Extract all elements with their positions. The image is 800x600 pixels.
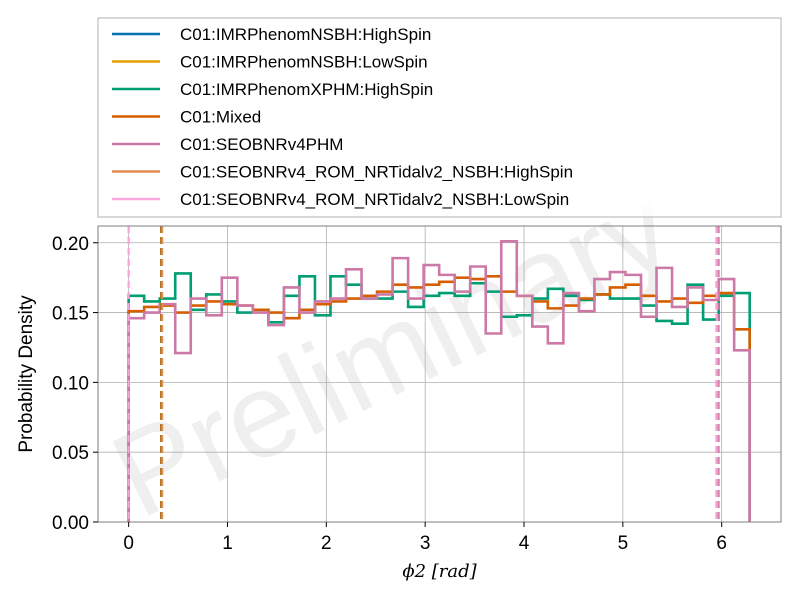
legend-entry: C01:IMRPhenomXPHM:HighSpin — [180, 80, 433, 99]
legend: C01:IMRPhenomNSBH:HighSpin C01:IMRPhenomN… — [97, 17, 782, 218]
legend-box — [97, 17, 782, 218]
x-axis-label: ϕ2 [rad] — [402, 561, 477, 582]
legend-entry: C01:SEOBNRv4PHM — [180, 135, 343, 154]
histogram-C01:IMRPhenomXPHM:HighSpin — [127, 272, 751, 522]
y-tick-label: 0.15 — [52, 304, 89, 325]
y-tick-label: 0.10 — [52, 373, 89, 394]
y-axis-label: Probability Density — [16, 295, 37, 453]
axis-ticks: 0 1 2 3 4 5 6 0.00 0.05 0.10 0.15 0.20 — [52, 234, 727, 554]
x-tick-label: 6 — [716, 533, 727, 554]
y-tick-label: 0.20 — [52, 234, 89, 255]
legend-entry: C01:IMRPhenomNSBH:HighSpin — [180, 25, 431, 44]
x-tick-label: 2 — [321, 533, 332, 554]
plot-frame — [97, 225, 782, 523]
histogram-C01:SEOBNRv4PHM — [127, 240, 751, 522]
x-tick-label: 0 — [123, 533, 134, 554]
series-area — [127, 240, 751, 522]
legend-entry: C01:SEOBNRv4_ROM_NRTidalv2_NSBH:HighSpin — [180, 163, 573, 182]
legend-entry: C01:SEOBNRv4_ROM_NRTidalv2_NSBH:LowSpin — [180, 190, 569, 209]
x-tick-label: 4 — [519, 533, 530, 554]
plot-border — [97, 225, 782, 523]
y-tick-label: 0.05 — [52, 443, 89, 464]
x-tick-label: 1 — [222, 533, 233, 554]
x-tick-label: 3 — [420, 533, 431, 554]
x-tick-label: 5 — [618, 533, 629, 554]
legend-entry: C01:Mixed — [180, 108, 261, 127]
credible-interval-lines — [127, 226, 720, 522]
legend-entry: C01:IMRPhenomNSBH:LowSpin — [180, 53, 428, 72]
histogram-C01:Mixed — [127, 274, 751, 522]
y-tick-label: 0.00 — [52, 513, 89, 534]
